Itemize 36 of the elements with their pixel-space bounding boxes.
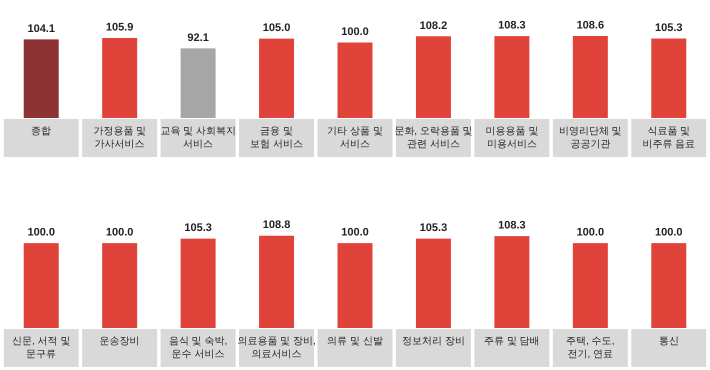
data-label: 105.3	[420, 222, 448, 234]
data-label: 100.0	[27, 226, 55, 239]
data-label: 108.8	[262, 219, 290, 232]
data-label: 105.9	[106, 21, 134, 34]
x-tick-label: 의류 및 신발	[327, 336, 383, 347]
data-label: 100.0	[341, 26, 369, 38]
data-label: 104.1	[27, 22, 55, 35]
data-label: 100.0	[106, 226, 134, 239]
x-tick-label: 기타 상품 및 서비스	[327, 126, 383, 150]
x-tick-label: 운송장비	[100, 336, 140, 347]
x-tick-label: 교육 및 사회복지 서비스	[160, 126, 236, 150]
x-tick-label: 가정용품 및 가사서비스	[93, 126, 146, 150]
x-tick-label: 비영리단체 및 공공기관	[558, 126, 622, 150]
x-tick-label: 식료품 및 비주류 음료	[642, 126, 696, 150]
x-tick-label: 주류 및 담배	[484, 336, 540, 347]
data-label: 105.3	[655, 22, 683, 34]
data-label: 100.0	[576, 226, 604, 239]
data-label: 92.1	[187, 32, 209, 44]
x-tick-label: 통신	[658, 336, 679, 347]
data-label: 108.3	[498, 220, 526, 232]
x-tick-label: 금융 및 보험 서비스	[250, 126, 303, 150]
data-label: 108.3	[498, 20, 526, 32]
data-label: 108.6	[576, 19, 604, 32]
x-tick-label: 정보처리 장비	[402, 336, 465, 347]
x-tick-label: 주택, 수도, 전기, 연료	[566, 336, 615, 360]
data-label: 105.3	[184, 222, 212, 234]
x-tick-label: 문화, 오락용품 및 관련 서비스	[394, 126, 473, 150]
data-label: 100.0	[341, 226, 369, 239]
x-tick-label: 의료용품 및 장비, 의료서비스	[237, 336, 316, 360]
x-tick-label: 미용용품 및 미용서비스	[486, 126, 538, 150]
x-tick-label: 음식 및 숙박, 운수 서비스	[168, 336, 228, 360]
data-label: 108.2	[420, 20, 448, 32]
data-label: 100.0	[655, 226, 683, 239]
x-tick-label: 종합	[31, 126, 52, 137]
x-tick-label: 신문, 서적 및 문구류	[12, 336, 70, 360]
data-label: 105.0	[262, 22, 290, 34]
